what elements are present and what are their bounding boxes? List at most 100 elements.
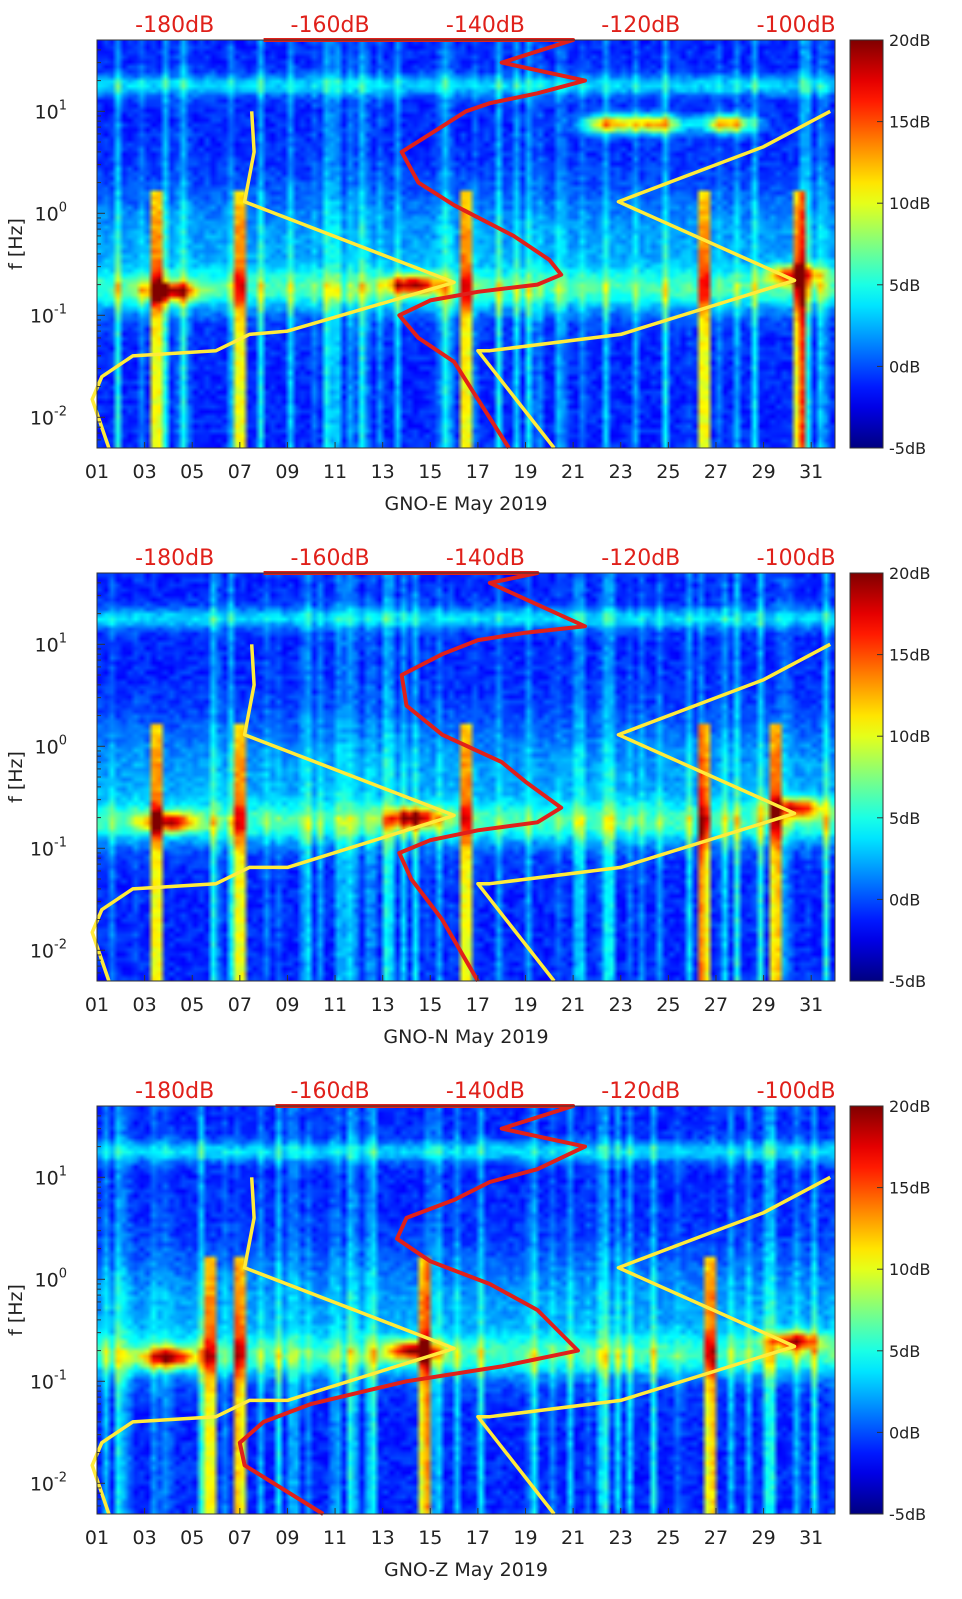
noise-model-high-line [476,1175,832,1516]
x-tick-label: 13 [371,461,395,483]
colorbar-tick-label: 10dB [889,727,931,746]
x-tick-label: 07 [228,994,252,1016]
colorbar-tick-label: 5dB [889,809,920,828]
noise-model-high-line [476,109,832,450]
x-tick-label: 07 [228,1527,252,1549]
colorbar-tick-label: 15dB [889,113,931,132]
psd-profile-line [263,571,587,983]
x-tick-label: 21 [561,994,585,1016]
y-tick-label: 100 [35,200,67,225]
x-tick-label: 01 [85,994,109,1016]
top-db-tick-label: -160dB [291,546,370,571]
noise-model-low-line [90,1177,456,1515]
x-tick-label: 07 [228,461,252,483]
y-axis-label: f [Hz] [5,751,27,803]
x-tick-label: 19 [513,1527,537,1549]
noise-model-high-line [476,642,832,983]
x-tick-label: 25 [656,1527,680,1549]
panel-gno-z: 01 03 05 07 09 11 13 15 17 19 21 23 25 27 29 31 10-2 10-1… [0,1066,962,1599]
panel-gno-e: 01 03 05 07 09 11 13 15 17 19 21 23 25 27 29 31 10-2 10-1… [0,0,962,533]
colorbar-tick-label: 15dB [889,646,931,665]
spectrogram-chart-gno-z: 01 03 05 07 09 11 13 15 17 19 21 23 25 27 29 31 10-2 10-1… [5,1079,931,1581]
x-tick-label: 01 [85,461,109,483]
x-tick-label: 17 [466,1527,490,1549]
x-tick-label: 27 [704,1527,728,1549]
x-tick-label: 01 [85,1527,109,1549]
x-tick-label: 15 [418,1527,442,1549]
y-axis-label: f [Hz] [5,1284,27,1336]
colorbar-tick-label: -5dB [889,1505,926,1524]
spectrogram-image [97,40,835,448]
colorbar-tick-label: -5dB [889,972,926,991]
x-tick-label: 23 [609,994,633,1016]
top-db-tick-label: -120dB [601,1079,680,1104]
spectrogram-image [97,573,835,981]
colorbar-tick-label: -5dB [889,439,926,458]
y-tick-label: 10-2 [30,404,67,429]
x-tick-label: 21 [561,1527,585,1549]
noise-model-low-line [90,111,456,449]
colorbar-tick-label: 5dB [889,1342,920,1361]
x-axis-label: GNO-Z May 2019 [384,1559,548,1581]
y-tick-label: 10-1 [30,1368,67,1393]
x-tick-label: 19 [513,461,537,483]
colorbar-tick-label: 20dB [889,31,931,50]
x-tick-label: 29 [751,1527,775,1549]
top-db-tick-label: -180dB [135,546,214,571]
top-db-tick-label: -100dB [757,13,836,38]
top-db-tick-label: -140dB [446,546,525,571]
x-tick-label: 17 [466,461,490,483]
y-axis-label: f [Hz] [5,218,27,270]
colorbar [849,39,884,449]
x-tick-label: 09 [275,994,299,1016]
x-tick-label: 03 [133,1527,157,1549]
top-db-tick-label: -140dB [446,13,525,38]
top-db-tick-label: -160dB [291,13,370,38]
colorbar-tick-label: 10dB [889,194,931,213]
x-axis-label: GNO-N May 2019 [383,1026,548,1048]
x-axis-label: GNO-E May 2019 [385,493,548,515]
spectrogram-chart-gno-n: 01 03 05 07 09 11 13 15 17 19 21 23 25 27 29 31 10-2 10-1… [5,546,931,1048]
x-tick-label: 23 [609,1527,633,1549]
top-db-tick-label: -140dB [446,1079,525,1104]
top-db-tick-label: -100dB [757,546,836,571]
y-tick-label: 100 [35,1266,67,1291]
y-tick-label: 101 [35,1164,67,1189]
colorbar-tick-label: 0dB [889,357,920,376]
x-tick-label: 25 [656,994,680,1016]
top-db-tick-label: -160dB [291,1079,370,1104]
x-tick-label: 09 [275,1527,299,1549]
x-tick-label: 11 [323,1527,347,1549]
y-tick-label: 101 [35,98,67,123]
spectrogram-chart-gno-e: 01 03 05 07 09 11 13 15 17 19 21 23 25 27 29 31 10-2 10-1… [5,13,931,515]
x-tick-label: 29 [751,461,775,483]
x-tick-label: 27 [704,994,728,1016]
x-tick-label: 15 [418,994,442,1016]
y-tick-label: 100 [35,733,67,758]
panel-gno-n: 01 03 05 07 09 11 13 15 17 19 21 23 25 27 29 31 10-2 10-1… [0,533,962,1066]
colorbar-tick-label: 0dB [889,1423,920,1442]
x-tick-label: 11 [323,461,347,483]
colorbar-tick-label: 20dB [889,1097,931,1116]
colorbar [849,1105,884,1515]
x-tick-label: 15 [418,461,442,483]
colorbar-tick-label: 0dB [889,890,920,909]
top-db-tick-label: -120dB [601,13,680,38]
colorbar-tick-label: 20dB [889,564,931,583]
x-tick-label: 17 [466,994,490,1016]
x-tick-label: 21 [561,461,585,483]
y-tick-label: 10-1 [30,302,67,327]
x-tick-label: 31 [799,994,823,1016]
colorbar-tick-label: 5dB [889,276,920,295]
spectrogram-image [97,1106,835,1514]
top-db-tick-label: -100dB [757,1079,836,1104]
y-tick-label: 10-1 [30,835,67,860]
x-tick-label: 03 [133,994,157,1016]
y-tick-label: 10-2 [30,1470,67,1495]
y-tick-label: 10-2 [30,937,67,962]
x-tick-label: 03 [133,461,157,483]
x-tick-label: 31 [799,1527,823,1549]
colorbar-tick-label: 10dB [889,1260,931,1279]
psd-profile-line [263,38,587,450]
